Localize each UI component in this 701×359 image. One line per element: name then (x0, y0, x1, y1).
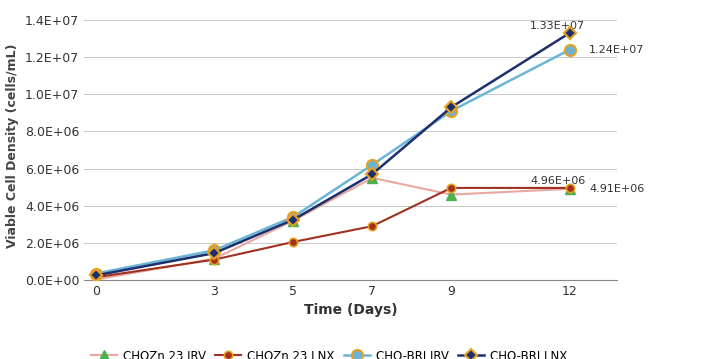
CHO-BRI IRV (368, 163, 376, 167)
Text: 4.96E+06: 4.96E+06 (530, 176, 585, 186)
CHOZn 23 IRV (289, 218, 297, 223)
CHOZn 23 LNX (92, 275, 100, 279)
Line: CHOZn 23 IRV: CHOZn 23 IRV (91, 173, 574, 284)
CHO-BRI LNX (210, 251, 219, 255)
CHOZn 23 IRV (447, 192, 456, 197)
CHOZn 23 LNX (368, 224, 376, 228)
CHO-BRI IRV (92, 271, 100, 276)
CHOZn 23 LNX (289, 240, 297, 244)
CHO-BRI IRV (565, 48, 573, 52)
CHO-BRI IRV (289, 215, 297, 219)
CHOZn 23 IRV (368, 176, 376, 180)
CHOZn 23 IRV (565, 187, 573, 191)
Line: CHOZn 23 LNX: CHOZn 23 LNX (92, 184, 573, 281)
Text: 1.33E+07: 1.33E+07 (530, 20, 585, 31)
Line: CHO-BRI IRV: CHO-BRI IRV (90, 44, 575, 279)
X-axis label: Time (Days): Time (Days) (304, 303, 397, 317)
Text: 4.91E+06: 4.91E+06 (590, 184, 644, 194)
CHO-BRI LNX (565, 31, 573, 35)
CHOZn 23 LNX (210, 257, 219, 262)
CHO-BRI LNX (368, 172, 376, 176)
Line: CHO-BRI LNX: CHO-BRI LNX (92, 29, 573, 280)
CHOZn 23 LNX (447, 186, 456, 190)
CHOZn 23 IRV (210, 257, 219, 261)
CHOZn 23 LNX (565, 186, 573, 190)
CHOZn 23 IRV (92, 277, 100, 281)
Legend: CHOZn 23 IRV, CHOZn 23 LNX, CHO-BRI IRV, CHO-BRI LNX: CHOZn 23 IRV, CHOZn 23 LNX, CHO-BRI IRV,… (86, 345, 572, 359)
CHO-BRI LNX (447, 105, 456, 109)
Y-axis label: Viable Cell Density (cells/mL): Viable Cell Density (cells/mL) (6, 43, 19, 248)
Text: 1.24E+07: 1.24E+07 (590, 45, 645, 55)
CHO-BRI IRV (447, 109, 456, 113)
CHO-BRI IRV (210, 248, 219, 252)
CHO-BRI LNX (92, 273, 100, 278)
CHO-BRI LNX (289, 218, 297, 222)
